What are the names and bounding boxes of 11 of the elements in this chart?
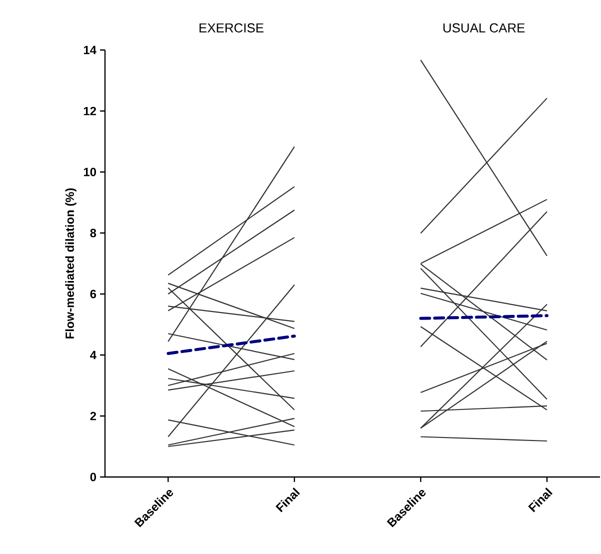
y-tick-label: 0 xyxy=(90,472,96,482)
y-tick-label: 8 xyxy=(90,228,96,238)
y-tick-label: 4 xyxy=(90,350,96,360)
y-axis-title: Flow-mediated dilation (%) xyxy=(65,188,76,338)
y-tick-label: 10 xyxy=(84,168,96,176)
y-tick-label: 12 xyxy=(84,106,96,116)
text: USUAL CARE xyxy=(443,23,525,32)
y-tick-label: 6 xyxy=(90,290,96,298)
text: EXERCISE xyxy=(200,23,264,32)
y-tick-label: 2 xyxy=(90,412,96,420)
y-tick-label: 14 xyxy=(84,46,96,54)
